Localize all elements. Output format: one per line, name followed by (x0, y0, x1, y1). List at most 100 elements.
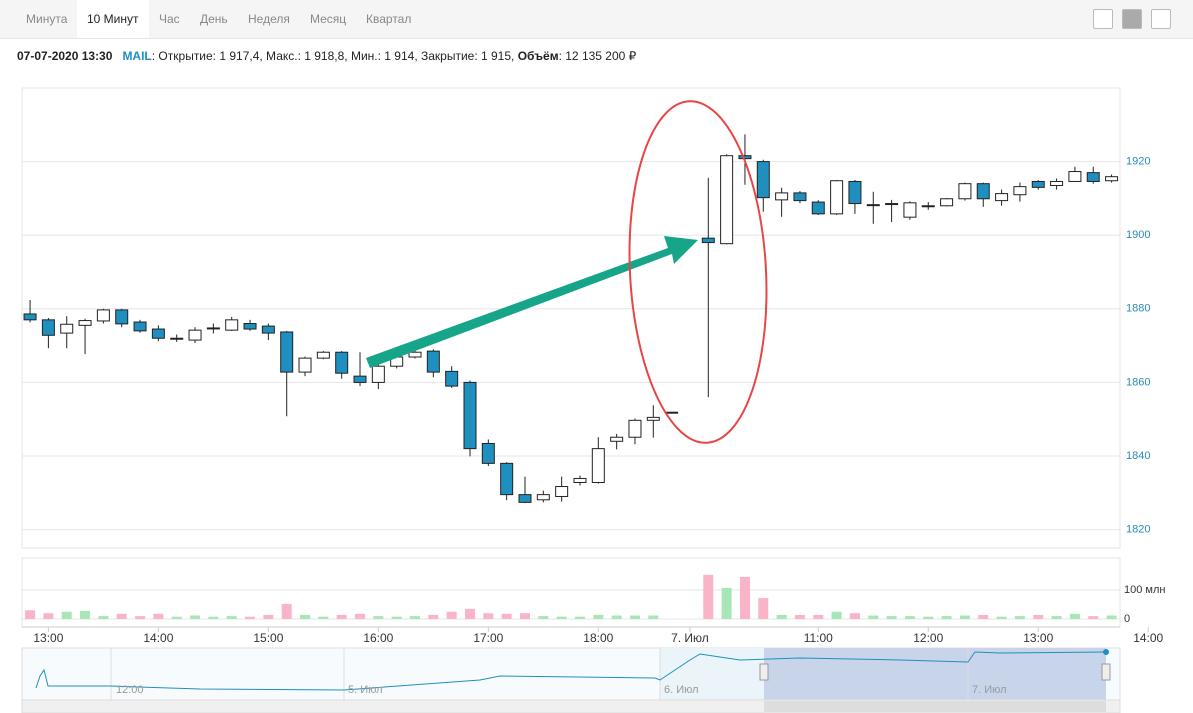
line-icon[interactable] (1093, 9, 1113, 29)
candle-body (225, 319, 239, 331)
volume-bar (831, 611, 842, 619)
candle-body (408, 351, 422, 358)
candle-body (1086, 172, 1100, 182)
candle-body (610, 436, 624, 442)
price-frame (21, 87, 1121, 549)
nav-handle[interactable] (1101, 663, 1111, 681)
volume-bar (629, 615, 640, 619)
nav-label: 6. Июл (664, 684, 699, 696)
nav-dividers (110, 648, 969, 700)
nav-label: 5. Июл (348, 684, 383, 696)
candle-body (866, 204, 880, 207)
candle-body (701, 237, 715, 244)
y-tick-label: 1900 (1126, 229, 1150, 241)
volume-bar (703, 574, 714, 619)
candle-body (646, 416, 660, 421)
volume-bar (190, 615, 201, 619)
volume-bar (611, 615, 622, 619)
tab[interactable]: Квартал (366, 12, 412, 26)
y-tick-label: 1920 (1126, 156, 1150, 168)
volume-bar (446, 611, 457, 619)
volume-bar (80, 610, 91, 619)
candle-body (1105, 176, 1119, 182)
candle-body (793, 192, 807, 202)
candle-body (995, 193, 1009, 202)
volume-bar (464, 608, 475, 619)
arrow (366, 236, 698, 368)
x-tick-label: 13:00 (33, 631, 63, 645)
volume-bar (886, 616, 897, 619)
x-tick-label: 17:00 (473, 631, 503, 645)
volume-bar (959, 615, 970, 619)
volume-bar (501, 613, 512, 619)
volume-bar (116, 613, 127, 619)
candle-body (500, 462, 514, 496)
volume-bar (43, 613, 54, 619)
candle-body (188, 329, 202, 341)
candle-body (591, 448, 605, 483)
candle-body (23, 313, 37, 321)
candle-body (1050, 180, 1064, 187)
candle-body (775, 192, 789, 201)
tab[interactable]: 10 Минут (77, 0, 149, 38)
tab[interactable]: Неделя (248, 12, 290, 26)
volume-label: Объём (517, 49, 559, 63)
candle-body (665, 411, 679, 414)
candle-body (848, 180, 862, 205)
candle-body (921, 205, 935, 208)
volume-bar (336, 614, 347, 619)
volume-bar (171, 616, 182, 619)
volume-bar (593, 614, 604, 619)
volume-bar (373, 616, 384, 619)
candle-body (60, 323, 74, 334)
volume-bar (61, 611, 72, 619)
volume-bar (519, 613, 530, 619)
volume-bar (978, 614, 989, 619)
ticker: MAIL (122, 49, 152, 63)
candle-body (206, 327, 220, 330)
nav-handle[interactable] (759, 663, 769, 681)
tab[interactable]: Месяц (310, 12, 347, 26)
date: 07-07-2020 13:30 (17, 49, 113, 63)
volume-bar (25, 610, 36, 619)
candle-body (481, 442, 495, 464)
candle-icon[interactable] (1122, 9, 1142, 29)
highlight-ellipse (628, 100, 768, 444)
candle-body (353, 375, 367, 383)
x-tick-label: 14:00 (143, 631, 173, 645)
ohlc-icon[interactable] (1151, 9, 1171, 29)
volume-bar (263, 614, 274, 619)
candle-body (170, 337, 184, 340)
volume-bar (281, 603, 292, 619)
volume-bar (483, 613, 494, 619)
candle-body (463, 381, 477, 450)
candle-body (885, 203, 899, 206)
candle-body (280, 331, 294, 373)
y-tick-label: 1860 (1126, 376, 1150, 388)
tab[interactable]: Час (159, 12, 180, 26)
volume-bar (391, 616, 402, 619)
volume-bar (813, 614, 824, 619)
ohlc: : Открытие: 1 917,4, Макс.: 1 918,8, Мин… (151, 49, 515, 63)
candle-body (335, 351, 349, 374)
candle-body (1031, 180, 1045, 188)
volume-bar (410, 616, 421, 619)
volume-bar (721, 587, 732, 619)
volume-bar (868, 615, 879, 619)
volume-bar (996, 616, 1007, 619)
candle-body (940, 198, 954, 207)
volume-bar (135, 616, 146, 619)
candle-body (41, 319, 55, 336)
candle-body (261, 325, 275, 334)
scroll-thumb[interactable] (764, 701, 1106, 712)
nav-selection[interactable] (764, 648, 1106, 700)
nav-dot (1103, 649, 1109, 655)
tab[interactable]: Минута (26, 12, 68, 26)
candle-body (445, 370, 459, 387)
volume-bar (208, 616, 219, 619)
tab[interactable]: День (200, 12, 228, 26)
volume-bar (98, 616, 109, 619)
candle-body (720, 155, 734, 245)
